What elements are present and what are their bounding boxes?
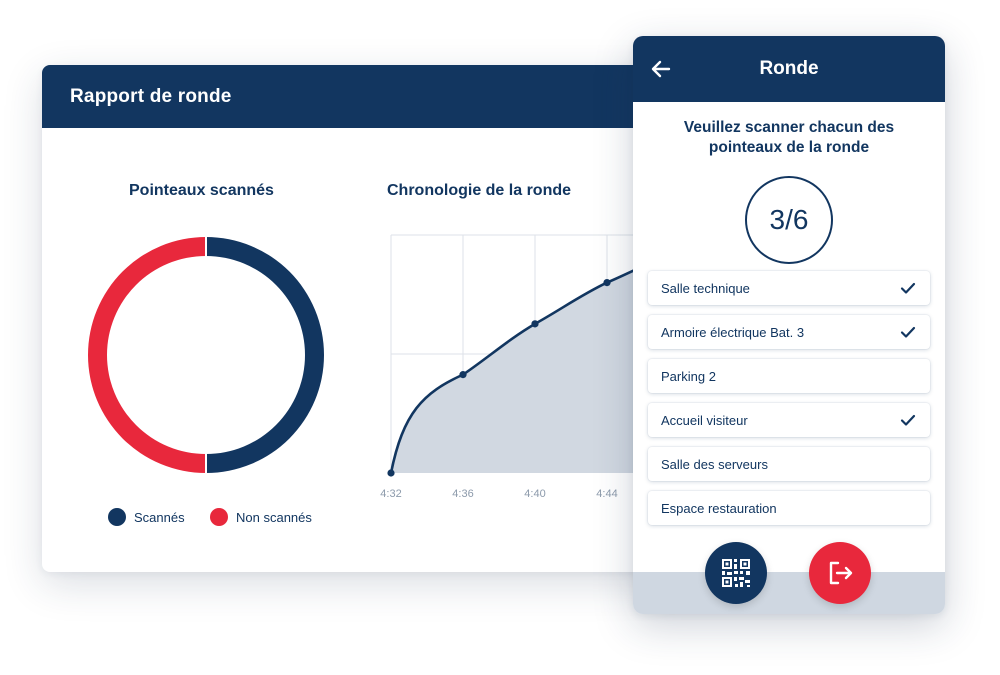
checkpoint-label: Parking 2 bbox=[661, 368, 716, 384]
checkpoint-item[interactable]: Armoire électrique Bat. 3 bbox=[648, 315, 930, 349]
scan-instruction: Veuillez scanner chacun des pointeaux de… bbox=[683, 119, 895, 156]
check-icon bbox=[900, 326, 916, 338]
donut-slice-scanned bbox=[206, 237, 324, 473]
x-tick-label: 4:44 bbox=[596, 488, 617, 500]
legend-label-unscanned: Non scannés bbox=[236, 509, 312, 525]
scan-qr-button[interactable] bbox=[705, 542, 767, 604]
checkpoint-label: Salle des serveurs bbox=[661, 456, 768, 472]
check-icon bbox=[900, 282, 916, 294]
report-title: Rapport de ronde bbox=[70, 85, 232, 107]
checkpoint-item[interactable]: Salle des serveurs bbox=[648, 447, 930, 481]
legend-dot-unscanned bbox=[210, 508, 228, 526]
phone-panel: Ronde Veuillez scanner chacun des pointe… bbox=[633, 36, 945, 614]
x-tick-label: 4:32 bbox=[380, 488, 401, 500]
legend-item-unscanned: Non scannés bbox=[210, 508, 312, 526]
timeline-point bbox=[603, 279, 611, 287]
timeline-point bbox=[459, 371, 467, 379]
exit-icon bbox=[829, 561, 853, 585]
check-icon bbox=[900, 414, 916, 426]
x-tick-label: 4:36 bbox=[452, 488, 473, 500]
scan-counter: 3/6 bbox=[745, 176, 833, 264]
checkpoint-list: Salle technique Armoire électrique Bat. 3… bbox=[648, 271, 930, 535]
donut-chart bbox=[88, 236, 324, 474]
legend-dot-scanned bbox=[108, 508, 126, 526]
phone-header: Ronde bbox=[633, 36, 945, 102]
timeline-line bbox=[389, 252, 672, 474]
timeline-title: Chronologie de la ronde bbox=[387, 182, 572, 199]
qr-code-icon bbox=[722, 559, 750, 587]
report-card: Rapport de ronde Pointeaux scannés Chron… bbox=[42, 65, 672, 572]
checkpoint-label: Salle technique bbox=[661, 280, 750, 296]
timeline-point bbox=[387, 469, 395, 477]
legend-label-scanned: Scannés bbox=[134, 509, 185, 525]
phone-footer bbox=[633, 572, 945, 614]
donut-title: Pointeaux scannés bbox=[129, 182, 274, 199]
checkpoint-label: Espace restauration bbox=[661, 500, 777, 516]
checkpoint-label: Accueil visiteur bbox=[661, 412, 748, 428]
timeline-point bbox=[531, 320, 539, 328]
timeline-area bbox=[391, 253, 672, 473]
checkpoint-item[interactable]: Parking 2 bbox=[648, 359, 930, 393]
arrow-left-icon[interactable] bbox=[649, 57, 673, 81]
x-tick-label: 4:40 bbox=[524, 488, 545, 500]
exit-button[interactable] bbox=[809, 542, 871, 604]
checkpoint-item[interactable]: Salle technique bbox=[648, 271, 930, 305]
report-header: Rapport de ronde bbox=[42, 65, 672, 128]
checkpoint-item[interactable]: Espace restauration bbox=[648, 491, 930, 525]
checkpoint-item[interactable]: Accueil visiteur bbox=[648, 403, 930, 437]
timeline-chart: 4:32 4:36 4:40 4:44 bbox=[380, 234, 672, 500]
donut-slice-unscanned bbox=[88, 237, 206, 473]
phone-title: Ronde bbox=[759, 58, 819, 79]
scan-counter-value: 3/6 bbox=[769, 204, 809, 235]
legend-item-scanned: Scannés bbox=[108, 508, 185, 526]
checkpoint-label: Armoire électrique Bat. 3 bbox=[661, 324, 805, 340]
